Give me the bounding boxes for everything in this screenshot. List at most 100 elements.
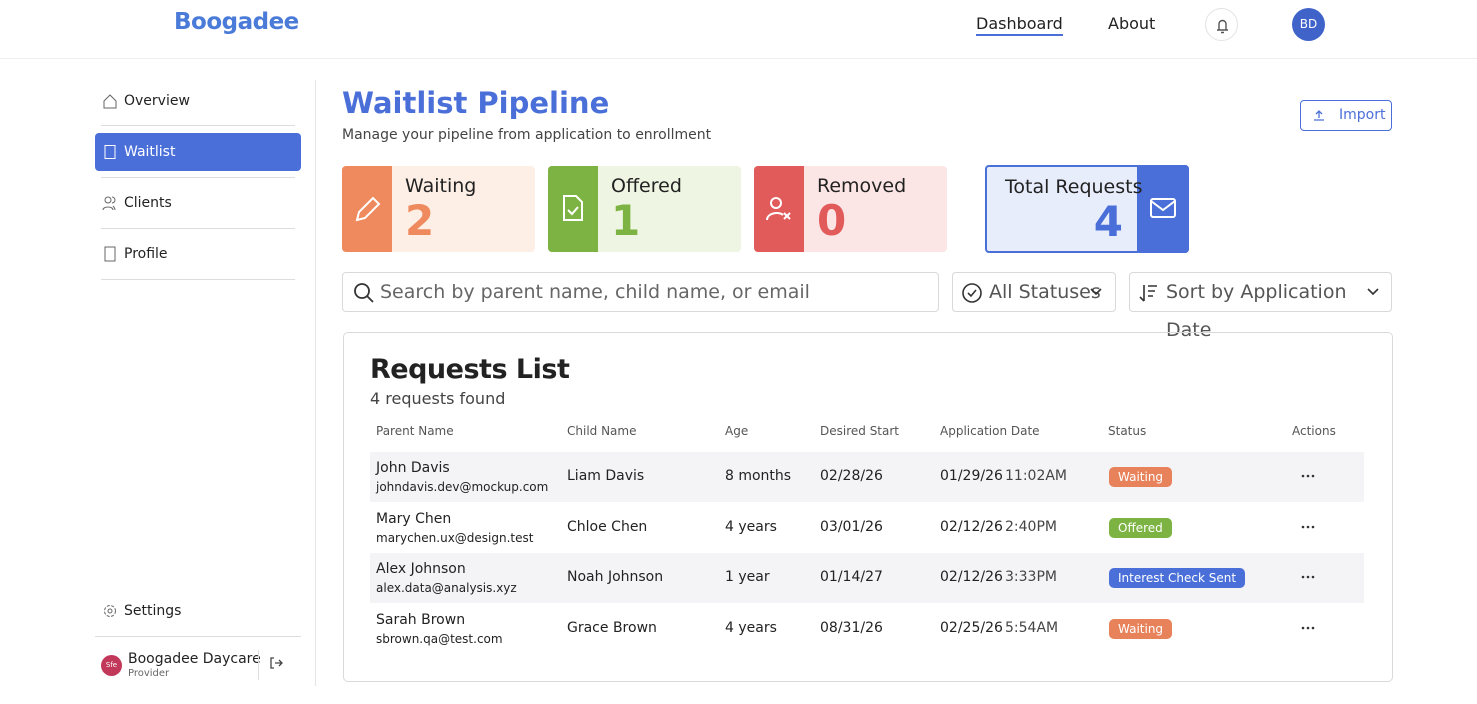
column-header: Parent Name xyxy=(376,424,454,438)
parent-name: Alex Johnson xyxy=(376,561,466,577)
icon xyxy=(1139,285,1157,302)
table-count: 4 requests found xyxy=(370,389,506,408)
sidebar xyxy=(0,80,316,686)
settings[interactable]: Settings xyxy=(95,592,301,630)
label: All Statuses xyxy=(989,281,1101,303)
icon xyxy=(103,94,117,109)
stat-value: 2 xyxy=(405,196,435,245)
bell-icon xyxy=(1217,19,1228,34)
logo[interactable]: Boogadee xyxy=(174,9,299,35)
label: Import xyxy=(1339,107,1386,123)
nav-link[interactable]: Dashboard xyxy=(976,14,1063,36)
nav-item[interactable]: Overview xyxy=(95,82,301,120)
icon xyxy=(104,605,116,617)
parent-email: alex.data@analysis.xyz xyxy=(376,581,517,595)
desired-start: 01/14/27 xyxy=(820,569,883,585)
more-icon xyxy=(1301,525,1315,528)
org-badge: Sfe xyxy=(101,655,122,676)
chevron xyxy=(1367,288,1379,296)
age: 8 months xyxy=(725,468,792,484)
stat-label: Offered xyxy=(611,175,682,197)
column-header: Actions xyxy=(1292,424,1336,438)
divider xyxy=(101,279,295,280)
nav-link[interactable]: About xyxy=(1108,14,1156,33)
status-badge: Interest Check Sent xyxy=(1109,568,1246,588)
icon xyxy=(355,196,381,222)
actions-button[interactable] xyxy=(1298,620,1318,636)
logout[interactable] xyxy=(268,655,284,671)
application-date: 02/25/26 xyxy=(940,619,1003,636)
label: Profile xyxy=(124,246,168,262)
icon xyxy=(354,283,374,303)
application-time: 5:54AM xyxy=(1005,619,1059,636)
parent-email: johndavis.dev@mockup.com xyxy=(376,480,549,494)
divider xyxy=(95,636,301,637)
application-date: 02/12/26 xyxy=(940,569,1003,585)
divider xyxy=(258,650,259,680)
icon xyxy=(766,197,791,221)
icon-block xyxy=(342,166,392,252)
application-time: 11:02AM xyxy=(1005,468,1068,484)
notifications[interactable] xyxy=(1205,8,1238,41)
table-card xyxy=(343,332,1393,682)
icon xyxy=(563,195,583,221)
divider xyxy=(101,177,295,178)
page-title: Waitlist Pipeline xyxy=(342,86,610,120)
icon xyxy=(104,145,116,159)
nav-item-active[interactable]: Waitlist xyxy=(95,133,301,171)
header: Boogadee Dashboard About BD xyxy=(0,0,1477,59)
sort-select[interactable]: Sort by Application Date xyxy=(1129,272,1392,341)
column-header: Application Date xyxy=(940,424,1040,438)
age: 4 years xyxy=(725,619,777,636)
desired-start: 02/28/26 xyxy=(820,468,883,484)
child-name: Grace Brown xyxy=(567,619,657,636)
search-input[interactable]: Search by parent name, child name, or em… xyxy=(342,272,939,312)
stat-card: Removed 0 xyxy=(754,166,947,252)
desired-start: 03/01/26 xyxy=(820,518,883,535)
status-badge: Offered xyxy=(1109,517,1172,538)
actions-button[interactable] xyxy=(1298,569,1318,585)
more-icon xyxy=(1301,626,1315,629)
org-name: Boogadee Daycare xyxy=(128,651,261,667)
stat-label: Removed xyxy=(817,175,907,197)
icon-block xyxy=(1137,165,1189,253)
icon xyxy=(1150,198,1176,218)
stat-value: 1 xyxy=(611,196,641,245)
column-header: Status xyxy=(1108,424,1147,438)
age: 4 years xyxy=(725,518,777,535)
org-role: Provider xyxy=(128,668,170,679)
stat-card: Total Requests 4 xyxy=(985,165,1189,253)
table-title: Requests List xyxy=(370,354,570,385)
status-filter[interactable]: All Statuses xyxy=(952,272,1116,312)
icon xyxy=(962,283,982,303)
stat-value: 0 xyxy=(817,196,847,245)
application-date: 02/12/26 xyxy=(940,518,1003,535)
parent-name: Sarah Brown xyxy=(376,611,466,628)
actions-button[interactable] xyxy=(1298,519,1318,535)
stat-label: Waiting xyxy=(405,175,477,197)
parent-email: sbrown.qa@test.com xyxy=(376,631,503,646)
actions-button[interactable] xyxy=(1298,468,1318,484)
page-subtitle: Manage your pipeline from application to… xyxy=(342,127,712,143)
nav-item[interactable]: Clients xyxy=(95,184,301,222)
status-badge: Waiting xyxy=(1109,618,1173,639)
icon-block xyxy=(754,166,804,252)
stat-card: Offered 1 xyxy=(548,166,741,252)
icon xyxy=(102,196,116,211)
nav-item[interactable]: Profile xyxy=(95,235,301,273)
column-header: Child Name xyxy=(567,424,637,438)
import-button[interactable]: Import xyxy=(1300,100,1392,131)
table-row xyxy=(370,452,1364,502)
icon-block xyxy=(548,166,598,252)
divider xyxy=(101,125,295,126)
more-icon xyxy=(1301,474,1315,478)
label: Settings xyxy=(124,603,182,619)
stat-card: Waiting 2 xyxy=(342,166,535,252)
parent-name: Mary Chen xyxy=(376,510,452,527)
child-name: Chloe Chen xyxy=(567,518,648,535)
parent-email: marychen.ux@design.test xyxy=(376,530,534,545)
avatar[interactable]: BD xyxy=(1292,8,1325,41)
application-time: 3:33PM xyxy=(1005,569,1057,585)
age: 1 year xyxy=(725,569,770,585)
